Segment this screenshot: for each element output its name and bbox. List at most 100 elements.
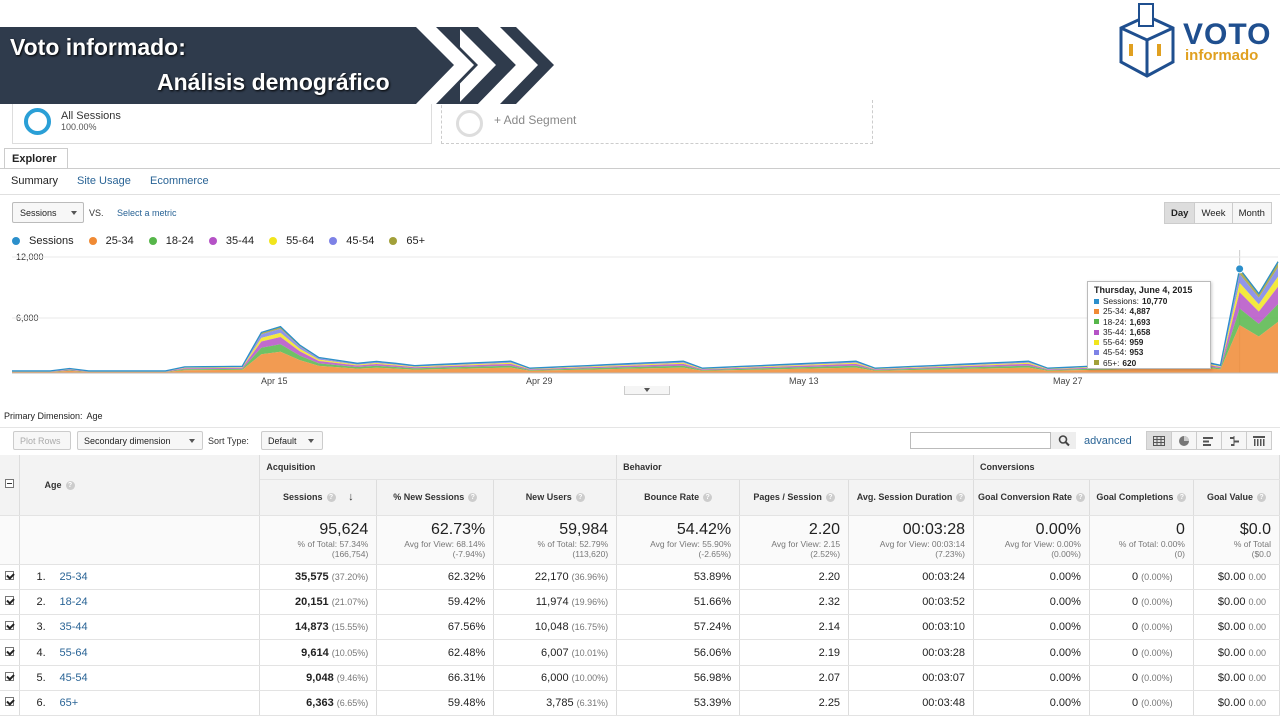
legend-item[interactable]: 18-24 (148, 235, 194, 247)
age-link[interactable]: 55-64 (59, 646, 88, 659)
goal-conversion-cell: 0.00% (973, 614, 1090, 641)
data-table: Age? Acquisition Behavior Conversions Se… (0, 455, 1280, 717)
goal-value-cell: $0.00 0.00 (1193, 639, 1280, 666)
x-tick-label: Apr 15 (261, 376, 288, 386)
performance-view-icon[interactable] (1196, 431, 1222, 450)
table-view-icon[interactable] (1146, 431, 1172, 450)
segment-ring-icon (24, 108, 51, 135)
row-checkbox[interactable] (0, 589, 21, 616)
subtab-summary[interactable]: Summary (11, 175, 59, 187)
column-header[interactable]: Sessions? ↓ (259, 479, 378, 516)
age-link[interactable]: 45-54 (59, 671, 88, 684)
select-metric-link[interactable]: Select a metric (117, 208, 177, 218)
tooltip-row: 65+:620 (1094, 358, 1204, 368)
period-day-button[interactable]: Day (1165, 203, 1196, 223)
column-header[interactable]: Bounce Rate? (616, 479, 741, 516)
subtab-site-usage[interactable]: Site Usage (77, 175, 131, 187)
primary-dimension-value[interactable]: Age (86, 411, 103, 421)
legend-dot-icon (329, 237, 338, 245)
goal-completions-cell: 0 (0.00%) (1089, 690, 1194, 717)
period-month-button[interactable]: Month (1232, 203, 1271, 223)
age-link[interactable]: 18-24 (59, 595, 88, 608)
column-header[interactable]: Goal Value? (1193, 479, 1280, 516)
add-segment-label: + Add Segment (494, 113, 577, 127)
table-row: 6. 65+ 6,363 (6.65%) 59.48% 3,785 (6.31%)… (0, 690, 1280, 717)
row-checkbox[interactable] (0, 614, 21, 641)
sort-type-select[interactable]: Default (261, 431, 323, 450)
metric-select[interactable]: Sessions (12, 202, 84, 223)
pivot-view-icon[interactable] (1246, 431, 1272, 450)
search-button[interactable] (1050, 432, 1076, 449)
row-checkbox[interactable] (0, 665, 21, 691)
total-cell: 62.73% Avg for View: 68.14% (-7.94%) (376, 515, 495, 565)
new-sessions-cell: 62.32% (376, 564, 495, 590)
table-row: 2. 18-24 20,151 (21.07%) 59.42% 11,974 (1… (0, 589, 1280, 616)
age-link[interactable]: 25-34 (59, 570, 88, 583)
x-tick-label: May 27 (1053, 376, 1083, 386)
table-row: 3. 35-44 14,873 (15.55%) 67.56% 10,048 (1… (0, 614, 1280, 641)
select-all-toggle[interactable] (0, 455, 21, 516)
bounce-rate-cell: 53.89% (616, 564, 741, 590)
legend-item[interactable]: Sessions (12, 235, 74, 247)
comparison-view-icon[interactable] (1221, 431, 1247, 450)
age-cell: 5. 45-54 (19, 665, 261, 691)
new-users-cell: 22,170 (36.96%) (493, 564, 618, 590)
pages-session-cell: 2.07 (739, 665, 850, 691)
tooltip-row: 18-24:1,693 (1094, 317, 1204, 327)
secondary-dimension-select[interactable]: Secondary dimension (77, 431, 203, 450)
pie-view-icon[interactable] (1171, 431, 1197, 450)
banner-title: Voto informado: (10, 34, 186, 60)
age-link[interactable]: 65+ (59, 697, 79, 710)
table-row: 1. 25-34 35,575 (37.20%) 62.32% 22,170 (3… (0, 564, 1280, 590)
legend-item[interactable]: 35-44 (208, 235, 254, 247)
goal-value-cell: $0.00 0.00 (1193, 564, 1280, 590)
legend-item[interactable]: 45-54 (329, 235, 374, 247)
tooltip-row: 55-64:959 (1094, 337, 1204, 347)
checkbox-checked-icon (5, 671, 15, 681)
segment-all-sessions[interactable] (12, 100, 432, 144)
legend-item[interactable]: 25-34 (88, 235, 134, 247)
goal-value-cell: $0.00 0.00 (1193, 589, 1280, 616)
chevron-down-icon (189, 439, 195, 443)
add-segment-button[interactable] (441, 100, 873, 144)
sessions-area-chart[interactable] (0, 250, 1280, 378)
age-column-header[interactable]: Age? (19, 455, 261, 516)
column-header[interactable]: Avg. Session Duration? (848, 479, 975, 516)
age-cell: 6. 65+ (19, 690, 261, 717)
total-cell: 95,624% of Total: 57.34% (166,754) (259, 515, 378, 565)
plot-rows-button[interactable]: Plot Rows (13, 431, 71, 450)
chart-tooltip: Thursday, June 4, 2015 Sessions:10,770 25… (1087, 281, 1211, 369)
goal-completions-cell: 0 (0.00%) (1089, 665, 1194, 691)
age-link[interactable]: 35-44 (59, 621, 88, 634)
period-week-button[interactable]: Week (1195, 203, 1233, 223)
tooltip-series: 65+ (1103, 357, 1118, 368)
total-cell: 2.20 Avg for View: 2.15 (2.52%) (739, 515, 850, 565)
column-header[interactable]: New Users? (493, 479, 618, 516)
legend-label: 45-54 (346, 235, 375, 247)
row-checkbox[interactable] (0, 564, 21, 590)
total-cell: 54.42% Avg for View: 55.90% (-2.65%) (616, 515, 741, 565)
age-cell: 1. 25-34 (19, 564, 261, 590)
advanced-filter-link[interactable]: advanced (1084, 435, 1132, 447)
legend-item[interactable]: 55-64 (269, 235, 314, 247)
table-row: 4. 55-64 9,614 (10.05%) 62.48% 6,007 (10.… (0, 639, 1280, 666)
column-header[interactable]: Pages / Session? (739, 479, 850, 516)
legend-dot-icon (12, 237, 20, 245)
legend-label: Sessions (29, 235, 74, 247)
goal-conversion-cell: 0.00% (973, 564, 1090, 590)
goal-conversion-cell: 0.00% (973, 665, 1090, 691)
tab-explorer[interactable]: Explorer (4, 148, 68, 169)
column-header[interactable]: Goal Completions? (1089, 479, 1194, 516)
subtab-ecommerce[interactable]: Ecommerce (150, 175, 209, 187)
avg-duration-cell: 00:03:10 (848, 614, 975, 641)
row-checkbox[interactable] (0, 690, 21, 717)
legend-item[interactable]: 65+ (389, 235, 425, 247)
sort-arrow-icon: ↓ (348, 491, 354, 503)
chart-collapse-handle[interactable] (624, 386, 670, 395)
column-header[interactable]: % New Sessions? (376, 479, 495, 516)
primary-dimension-label: Primary Dimension: (4, 411, 83, 421)
column-header[interactable]: Goal Conversion Rate? (973, 479, 1090, 516)
acquisition-group-header: Acquisition (259, 455, 618, 480)
tooltip-value: 620 (1122, 357, 1137, 368)
row-checkbox[interactable] (0, 639, 21, 666)
